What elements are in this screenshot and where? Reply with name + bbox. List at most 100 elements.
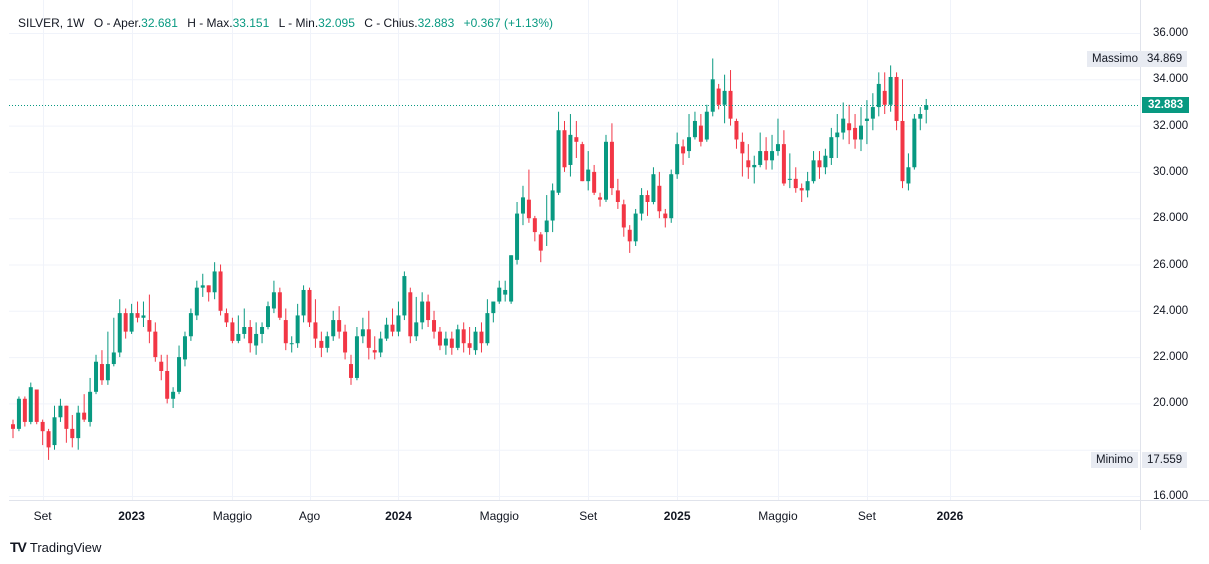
min-flag-label: Minimo	[1096, 453, 1134, 466]
candle	[325, 331, 330, 353]
candle	[882, 72, 887, 115]
candle-body	[437, 331, 442, 346]
candle	[562, 120, 567, 172]
candle	[384, 317, 389, 341]
candle-body	[76, 412, 81, 439]
candle-body	[532, 218, 537, 233]
candle-body	[28, 387, 33, 422]
candle	[283, 308, 288, 351]
candle-body	[467, 343, 472, 348]
candle	[752, 155, 757, 184]
candle	[432, 310, 437, 339]
candle-body	[746, 160, 751, 168]
candle-body	[218, 271, 223, 311]
candle-body	[22, 398, 27, 422]
price-axis[interactable]: 16.000 20.000 22.000 24.000 26.000 28.000 30.0…	[1140, 0, 1209, 530]
close-label: C - Chius.	[364, 16, 418, 30]
candle-body	[46, 431, 51, 448]
candle	[289, 336, 294, 353]
candle	[829, 127, 834, 165]
candle	[414, 296, 419, 341]
candle	[390, 308, 395, 337]
candle	[912, 114, 917, 170]
candle-body	[52, 417, 57, 446]
candle	[165, 354, 170, 404]
candle	[426, 294, 431, 328]
candle-body	[651, 174, 656, 202]
candle-body	[449, 338, 454, 348]
ohlc-legend: SILVER, 1W O - Aper.32.681 H - Max.33.15…	[18, 16, 553, 30]
candle	[746, 144, 751, 179]
price-tick-label: 28.000	[1153, 212, 1189, 225]
candle-body	[242, 327, 247, 334]
candle	[574, 120, 579, 159]
candle-body	[793, 178, 798, 189]
candle-body	[325, 336, 330, 348]
candle-body	[254, 333, 259, 346]
candle	[147, 294, 152, 344]
candle	[212, 262, 217, 300]
candle-body	[752, 164, 757, 168]
candle	[313, 299, 318, 348]
candle	[206, 285, 211, 302]
candle	[402, 271, 407, 321]
candle	[698, 114, 703, 147]
tradingview-brand[interactable]: TV TradingView	[10, 539, 101, 555]
price-tick-label: 24.000	[1153, 304, 1189, 317]
candle	[319, 331, 324, 358]
price-tick-label: 22.000	[1153, 351, 1189, 364]
candle-body	[372, 350, 377, 353]
candle-body	[645, 195, 650, 202]
candle	[99, 350, 104, 385]
candle	[734, 118, 739, 149]
candle	[775, 118, 780, 156]
candle	[580, 141, 585, 182]
candle-body	[586, 169, 591, 182]
candle-body	[360, 329, 365, 337]
symbol-label: SILVER, 1W	[18, 16, 85, 30]
candle	[681, 139, 686, 165]
candle-body	[349, 364, 354, 378]
close-value: 32.883	[417, 16, 455, 30]
candle-body	[82, 412, 87, 420]
candle-body	[277, 292, 282, 318]
candle-body	[888, 76, 893, 105]
candle	[82, 394, 87, 422]
candle	[799, 183, 804, 202]
candle-body	[432, 320, 437, 332]
price-tick-label: 16.000	[1153, 490, 1189, 502]
candle-body	[740, 141, 745, 154]
candle	[894, 72, 899, 131]
candle-body	[853, 127, 858, 140]
candle-body	[781, 144, 786, 184]
time-tick-label: Set	[33, 509, 52, 523]
candle	[538, 232, 543, 263]
candle-body	[574, 137, 579, 142]
low-value: 32.095	[318, 16, 355, 30]
candle-body	[212, 271, 217, 293]
candle-body	[556, 130, 561, 193]
candle	[835, 114, 840, 159]
candle-body	[924, 105, 929, 110]
candle-body	[455, 329, 460, 348]
candle	[105, 331, 110, 385]
candle	[331, 310, 336, 341]
candle	[123, 308, 128, 339]
candle-body	[64, 405, 69, 429]
candle-body	[11, 424, 15, 429]
candle-body	[206, 285, 211, 293]
candle	[609, 123, 614, 196]
candle	[532, 215, 537, 242]
candle-body	[313, 322, 318, 339]
candle	[34, 389, 39, 425]
candle	[787, 153, 792, 189]
candle	[669, 169, 674, 223]
candle	[716, 83, 721, 110]
candle	[277, 287, 282, 321]
candle-body	[544, 220, 549, 233]
time-tick-label: Ago	[298, 509, 321, 523]
candle	[864, 100, 869, 145]
candle-body	[105, 364, 110, 381]
